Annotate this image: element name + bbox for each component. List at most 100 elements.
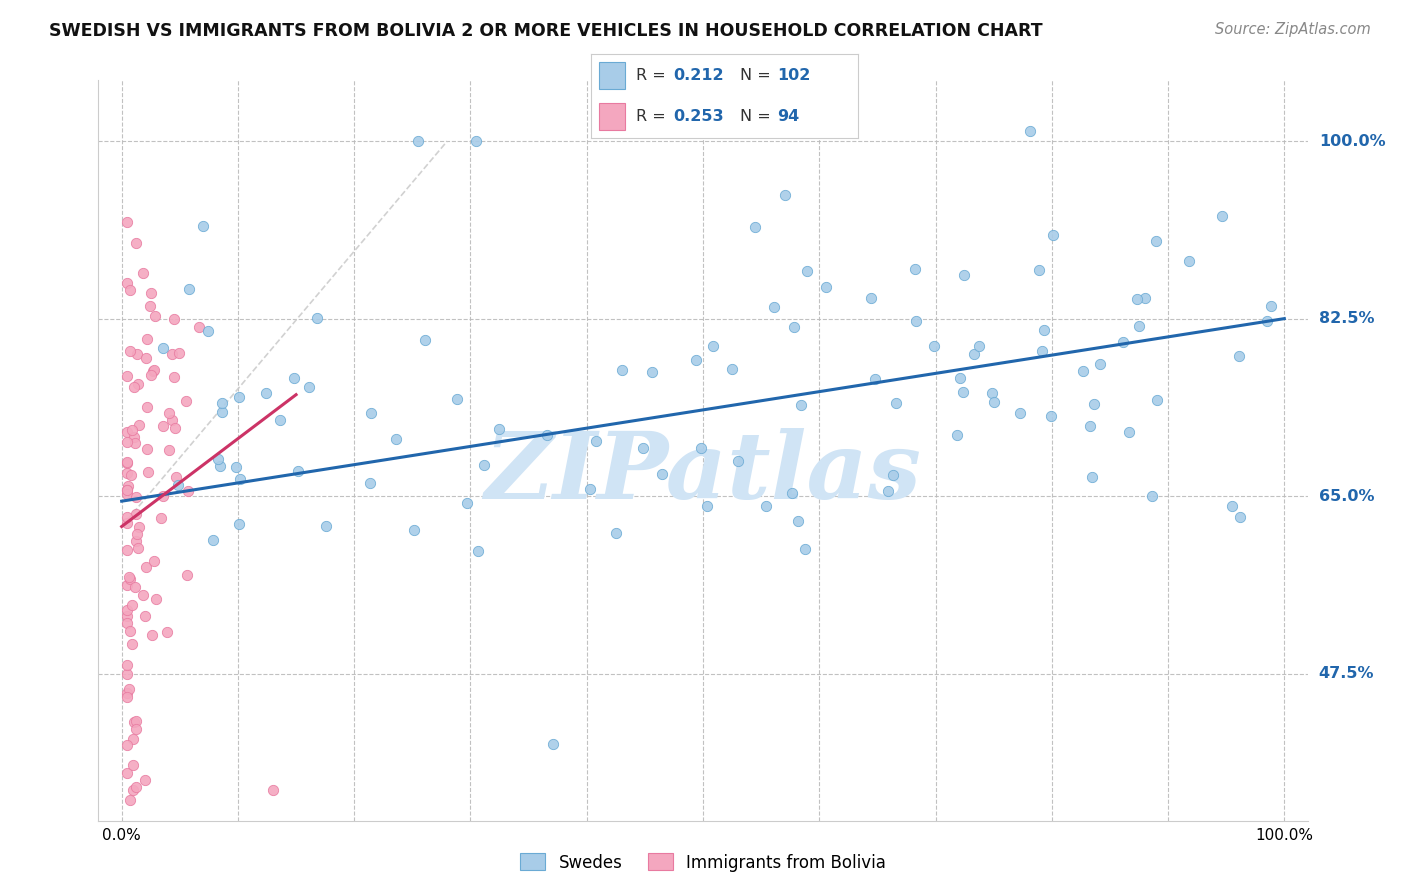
Point (122, 430, 145, 444)
Text: Source: ZipAtlas.com: Source: ZipAtlas.com (1215, 22, 1371, 37)
Text: 102: 102 (778, 68, 811, 83)
Point (163, 369, 186, 384)
Text: 65.0%: 65.0% (1319, 489, 1374, 504)
Bar (599, 62, 626, 89)
Point (163, 421, 186, 435)
Point (135, 351, 157, 365)
Point (963, 347, 986, 361)
Point (152, 418, 174, 433)
Point (536, 428, 558, 442)
Point (142, 554, 165, 568)
Point (1133, 291, 1156, 305)
Point (949, 370, 972, 384)
Point (1211, 209, 1233, 223)
Point (467, 544, 489, 558)
Point (787, 514, 810, 528)
Point (794, 541, 817, 556)
Point (118, 344, 141, 359)
Point (121, 423, 143, 437)
Point (884, 396, 907, 410)
Point (287, 464, 309, 478)
Point (208, 459, 231, 474)
Point (157, 406, 180, 420)
Point (117, 425, 139, 439)
Point (149, 511, 172, 525)
Point (124, 780, 146, 794)
Point (125, 347, 148, 361)
Point (796, 263, 818, 277)
Text: R =: R = (636, 109, 671, 124)
Point (117, 466, 139, 480)
Point (472, 458, 495, 472)
Point (135, 560, 157, 574)
Point (1140, 489, 1163, 503)
Point (1078, 419, 1101, 434)
Point (1177, 253, 1199, 268)
Point (755, 499, 778, 513)
Point (1032, 323, 1054, 337)
Point (359, 476, 381, 491)
Point (952, 385, 974, 400)
Point (1073, 364, 1095, 378)
Point (135, 332, 157, 346)
Point (117, 510, 139, 524)
Point (174, 393, 197, 408)
Point (860, 291, 883, 305)
Point (1088, 357, 1111, 371)
Point (117, 435, 139, 450)
Point (167, 346, 190, 360)
Text: 100.0%: 100.0% (1319, 134, 1385, 149)
Point (207, 452, 229, 467)
Point (814, 280, 837, 294)
Point (142, 363, 165, 377)
Point (465, 134, 488, 148)
Point (488, 422, 510, 436)
Point (176, 568, 198, 582)
Point (117, 483, 139, 497)
Point (152, 341, 174, 355)
Point (117, 542, 139, 557)
Point (128, 520, 150, 534)
Point (315, 519, 337, 533)
Point (1019, 124, 1042, 138)
Point (727, 454, 749, 468)
Point (211, 396, 233, 410)
Point (1128, 318, 1150, 333)
Point (1112, 334, 1135, 349)
Point (905, 314, 928, 328)
Point (128, 418, 150, 433)
Point (118, 681, 141, 696)
Legend: Swedes, Immigrants from Bolivia: Swedes, Immigrants from Bolivia (520, 854, 886, 871)
Point (117, 516, 139, 530)
Point (641, 365, 664, 379)
Point (117, 479, 139, 493)
Point (121, 637, 143, 651)
Point (225, 459, 247, 474)
Text: R =: R = (636, 68, 671, 83)
Point (127, 527, 149, 541)
Point (983, 394, 1005, 409)
Point (124, 580, 146, 594)
Point (136, 442, 159, 457)
Text: 0.212: 0.212 (673, 68, 724, 83)
Point (179, 282, 201, 296)
Point (283, 371, 305, 385)
Point (117, 603, 139, 617)
Point (122, 380, 145, 394)
Point (117, 276, 139, 290)
Point (446, 392, 468, 407)
Point (863, 372, 886, 386)
Point (762, 300, 785, 314)
Point (228, 390, 250, 404)
Point (406, 134, 429, 148)
Point (160, 347, 183, 361)
Point (1227, 349, 1250, 363)
Point (1144, 234, 1167, 248)
Point (143, 309, 166, 323)
Point (631, 442, 654, 456)
Point (165, 469, 187, 483)
Bar (599, 103, 626, 130)
Point (131, 588, 153, 602)
Point (610, 363, 633, 377)
Point (702, 338, 724, 352)
